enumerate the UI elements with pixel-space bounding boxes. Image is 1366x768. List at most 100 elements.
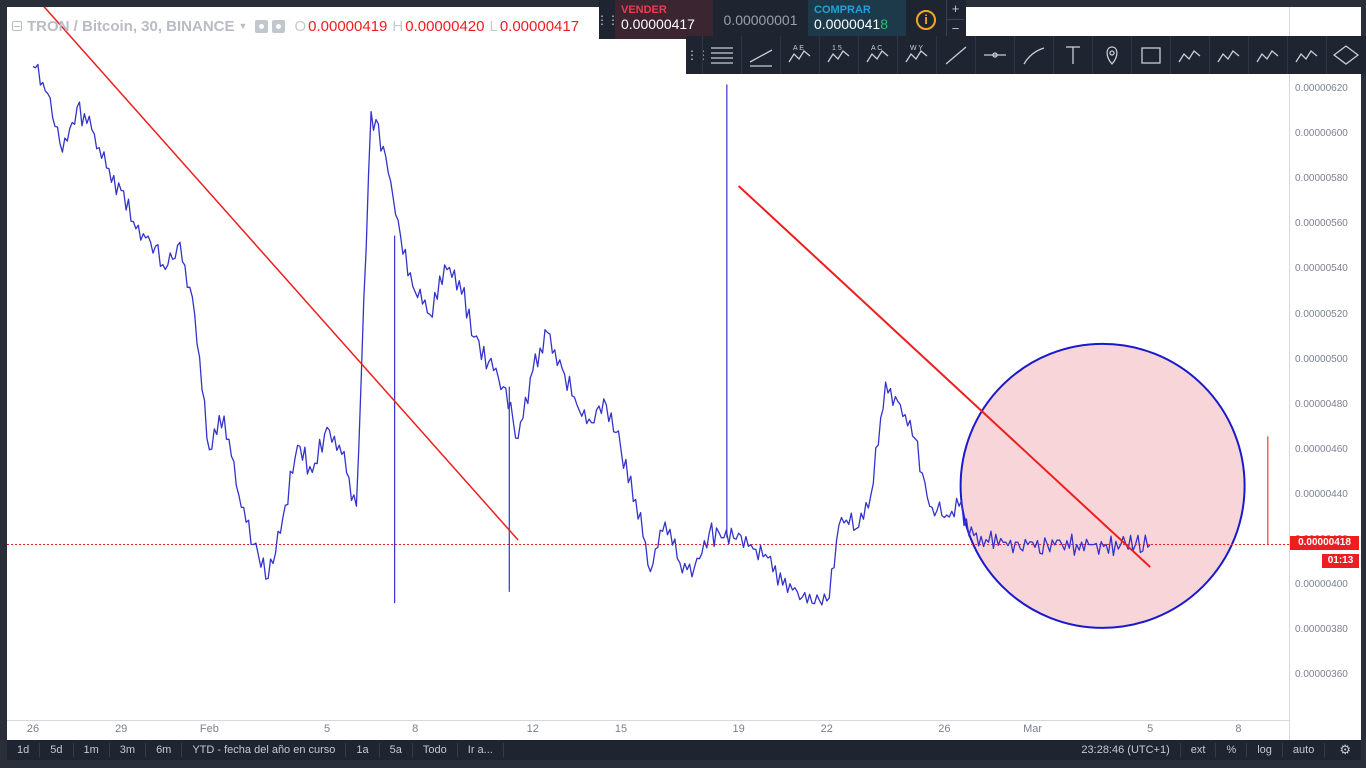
collapse-legend-icon[interactable]	[12, 21, 22, 31]
y-tick-label: 0.00000540	[1295, 263, 1348, 275]
symbol-title[interactable]: TRON / Bitcoin, 30, BINANCE	[27, 17, 235, 35]
window-frame-bottom	[0, 760, 1366, 768]
x-tick-label: 8	[412, 723, 419, 735]
gann-fan-icon-glyph	[1217, 50, 1240, 63]
chevron-down-icon[interactable]: ▼	[238, 21, 248, 31]
toggle-log[interactable]: log	[1247, 743, 1283, 757]
triangle-pattern-icon[interactable]	[1287, 36, 1326, 74]
decrease-button[interactable]: −	[946, 19, 964, 39]
head-shoulders-icon-glyph	[1256, 50, 1279, 63]
open-label: O	[294, 17, 307, 35]
x-tick-label: 22	[820, 723, 833, 735]
toggle-ext[interactable]: ext	[1181, 743, 1217, 757]
drag-handle-icon[interactable]: ⋮⋮	[596, 12, 619, 27]
open-value: 0.00000419	[308, 17, 388, 35]
elliott-wave-icon[interactable]: 1 5	[819, 36, 858, 74]
settings-icon[interactable]	[272, 19, 286, 33]
range-button-8[interactable]: Todo	[413, 743, 458, 757]
rectangle-icon[interactable]	[1131, 36, 1170, 74]
bar-countdown-tag: 01:13	[1322, 554, 1359, 568]
gann-fan-icon[interactable]	[1209, 36, 1248, 74]
x-tick-label: 26	[938, 723, 951, 735]
svg-text:A E: A E	[793, 45, 804, 52]
y-tick-label: 0.00000460	[1295, 443, 1348, 455]
range-button-9[interactable]: Ir a...	[458, 743, 504, 757]
info-icon: i	[916, 9, 936, 30]
range-button-7[interactable]: 5a	[380, 743, 413, 757]
brush-icon[interactable]	[1014, 36, 1053, 74]
low-label: L	[489, 17, 498, 35]
bottom-toolbar: 1d 5d 1m 3m 6m YTD - fecha del año en curso 1a…	[7, 740, 1361, 760]
toggle-auto[interactable]: auto	[1283, 743, 1326, 757]
brush-icon-glyph	[1023, 47, 1045, 65]
channel-icon[interactable]	[741, 36, 780, 74]
info-button[interactable]: i	[906, 0, 946, 39]
ellipse-tool-icon[interactable]	[1326, 36, 1365, 74]
y-tick-label: 0.00000580	[1295, 173, 1348, 185]
spread-value: 0.00000001	[723, 11, 798, 28]
ellipse-tool-icon-glyph	[1332, 45, 1360, 65]
x-tick-label: 5	[323, 723, 331, 735]
price-series-line	[32, 63, 1151, 606]
high-label: H	[392, 17, 404, 35]
buy-button[interactable]: COMPRAR 0.00000418	[808, 0, 906, 39]
x-tick-label: 8	[1235, 723, 1242, 735]
y-tick-label: 0.00000500	[1295, 353, 1348, 365]
svg-text:A C: A C	[871, 45, 882, 52]
range-button-2[interactable]: 1m	[74, 743, 110, 757]
drag-handle-icon[interactable]: ⋮⋮	[686, 48, 709, 62]
horizontal-lines-icon[interactable]	[702, 36, 741, 74]
buy-label: COMPRAR	[814, 4, 871, 16]
pitchfork-icon[interactable]	[1170, 36, 1209, 74]
clock-timezone[interactable]: 23:28:46 (UTC+1)	[1071, 743, 1181, 757]
range-button-5[interactable]: YTD - fecha del año en curso	[182, 743, 347, 757]
y-tick-label: 0.00000600	[1295, 128, 1348, 140]
wxy-pattern-icon-glyph: W Y	[905, 45, 928, 63]
horizontal-lines-icon-glyph	[711, 47, 733, 64]
y-tick-label: 0.00000520	[1295, 308, 1348, 320]
visibility-toggle-icon[interactable]	[255, 19, 269, 33]
quantity-stepper: + −	[946, 0, 964, 39]
time-axis[interactable]	[7, 720, 1289, 740]
abc-pattern-icon[interactable]: A C	[858, 36, 897, 74]
svg-text:1 5: 1 5	[832, 45, 842, 52]
gear-icon[interactable]: ⚙	[1339, 742, 1351, 757]
pattern-abcde-icon[interactable]: A E	[780, 36, 819, 74]
highlight-ellipse	[959, 342, 1246, 629]
buy-price: 0.00000418	[814, 16, 900, 32]
high-value: 0.00000420	[405, 17, 485, 35]
range-button-0[interactable]: 1d	[7, 743, 41, 757]
window-frame-left	[0, 0, 7, 768]
y-tick-label: 0.00000380	[1295, 624, 1348, 636]
wxy-pattern-icon[interactable]: W Y	[897, 36, 936, 74]
sell-button[interactable]: VENDER 0.00000417	[615, 0, 713, 39]
trend-line-icon[interactable]	[936, 36, 975, 74]
buy-price-main: 0.0000041	[814, 16, 881, 32]
price-axis[interactable]	[1289, 7, 1361, 740]
horizontal-ray-icon[interactable]	[975, 36, 1014, 74]
range-button-3[interactable]: 3m	[110, 743, 147, 757]
pattern-abcde-icon-glyph: A E	[788, 45, 811, 63]
y-tick-label: 0.00000620	[1295, 83, 1348, 94]
rectangle-icon-glyph	[1141, 47, 1161, 64]
head-shoulders-icon[interactable]	[1248, 36, 1287, 74]
range-button-4[interactable]: 6m	[146, 743, 183, 757]
elliott-wave-icon-glyph: 1 5	[827, 45, 850, 63]
text-tool-icon[interactable]	[1053, 36, 1092, 74]
price-pin-icon[interactable]	[1092, 36, 1131, 74]
toggle-percent[interactable]: %	[1216, 743, 1248, 757]
y-tick-label: 0.00000560	[1295, 218, 1348, 230]
x-tick-label: 5	[1147, 723, 1154, 735]
low-value: 0.00000417	[499, 17, 580, 35]
range-button-1[interactable]: 5d	[40, 743, 74, 757]
trend-line-icon-glyph	[945, 46, 967, 65]
increase-button[interactable]: +	[946, 0, 964, 19]
x-tick-label: 15	[614, 723, 628, 735]
abc-pattern-icon-glyph: A C	[866, 45, 889, 63]
range-button-6[interactable]: 1a	[346, 743, 380, 757]
x-tick-label: 29	[115, 723, 128, 735]
x-tick-label: 19	[732, 723, 745, 735]
drawing-toolbar: ⋮⋮ A E 1 5 A C W Y	[686, 36, 1366, 74]
pitchfork-icon-glyph	[1178, 50, 1201, 63]
triangle-pattern-icon-glyph	[1295, 50, 1318, 63]
